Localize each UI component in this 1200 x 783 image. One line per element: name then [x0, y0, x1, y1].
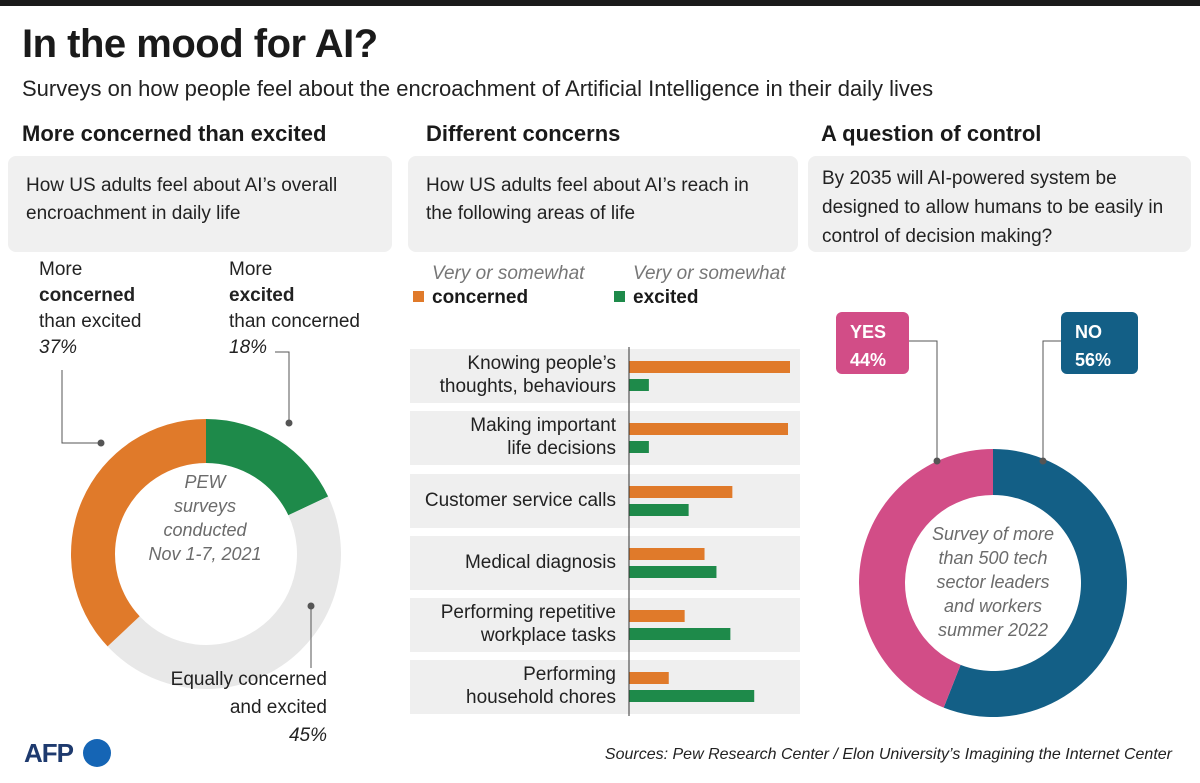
bar-row-label: Making important life decisions [470, 415, 616, 459]
bar-row-label: Performing repetitive workplace tasks [440, 602, 616, 646]
sources-note: Sources: Pew Research Center / Elon Univ… [604, 746, 1172, 763]
left-center-note: PEW surveys conducted Nov 1-7, 2021 [148, 472, 262, 564]
top-rule [0, 0, 1200, 6]
bar-concerned [629, 548, 705, 560]
bar-row-band [410, 349, 800, 403]
donut-slice-equal [107, 496, 341, 689]
bar-row-label: Customer service calls [424, 490, 616, 511]
leader-yes-dot [933, 457, 941, 465]
bar-concerned [629, 672, 669, 684]
right-question-box: By 2035 will AI-powered system be design… [808, 156, 1191, 252]
bar-excited [629, 566, 717, 578]
afp-logo-dot [83, 739, 111, 767]
bar-excited [629, 690, 755, 702]
bar-concerned [629, 361, 790, 373]
leader-excited-dot [285, 419, 293, 427]
donut-slice-excited [206, 419, 329, 516]
bar-excited [629, 504, 689, 516]
bar-row-band [410, 598, 800, 652]
right-question: By 2035 will AI-powered system be design… [822, 168, 1164, 247]
leader-equal-dot [307, 602, 315, 610]
middle-heading: Different concerns [426, 121, 621, 146]
afp-logo: AFP [24, 738, 74, 768]
donut-slice-concerned [70, 419, 206, 647]
legend-swatch-excited [614, 291, 625, 302]
bar-excited [629, 441, 649, 453]
page-title: In the mood for AI? [22, 22, 378, 66]
bar-row-band [410, 411, 800, 465]
leader-concerned [61, 370, 101, 444]
bar-concerned [629, 610, 685, 622]
bar-concerned [629, 486, 733, 498]
legend-excited: Very or somewhat excited [614, 263, 785, 309]
bar-concerned [629, 423, 789, 435]
right-center-note: Survey of more than 500 tech sector lead… [931, 524, 1055, 640]
leader-excited [275, 351, 290, 423]
no-badge: NO 56% [1061, 312, 1138, 374]
bar-excited [629, 628, 731, 640]
middle-question: How US adults feel about AI’s reach in t… [426, 175, 749, 224]
bar-row-label: Performing household chores [466, 664, 616, 708]
donut-slice-yes [859, 449, 993, 708]
legend-concerned: Very or somewhat concerned [413, 263, 584, 309]
legend-swatch-concerned [413, 291, 424, 302]
left-question-box: How US adults feel about AI’s overall en… [8, 156, 392, 252]
leader-no [1042, 340, 1061, 461]
bar-row-band [410, 474, 800, 528]
bar-row-label: Medical diagnosis [464, 552, 616, 573]
page-subtitle: Surveys on how people feel about the enc… [22, 76, 934, 101]
leader-no-dot [1039, 457, 1047, 465]
left-heading: More concerned than excited [22, 121, 327, 146]
donut-slice-no [943, 449, 1128, 717]
right-heading: A question of control [821, 121, 1042, 146]
bar-row-band [410, 660, 800, 714]
label-equally: Equally concerned and excited 45% [170, 669, 327, 746]
leader-yes [909, 340, 938, 461]
left-question: How US adults feel about AI’s overall en… [26, 175, 338, 224]
bar-excited [629, 379, 649, 391]
bar-row-label: Knowing people’s thoughts, behaviours [439, 353, 616, 397]
yes-badge: YES 44% [836, 312, 909, 374]
label-more-concerned: More concerned than excited 37% [39, 259, 142, 358]
leader-concerned-dot [97, 439, 105, 447]
middle-question-box: How US adults feel about AI’s reach in t… [408, 156, 798, 252]
bar-row-band [410, 536, 800, 590]
label-more-excited: More excited than concerned 18% [229, 259, 360, 358]
